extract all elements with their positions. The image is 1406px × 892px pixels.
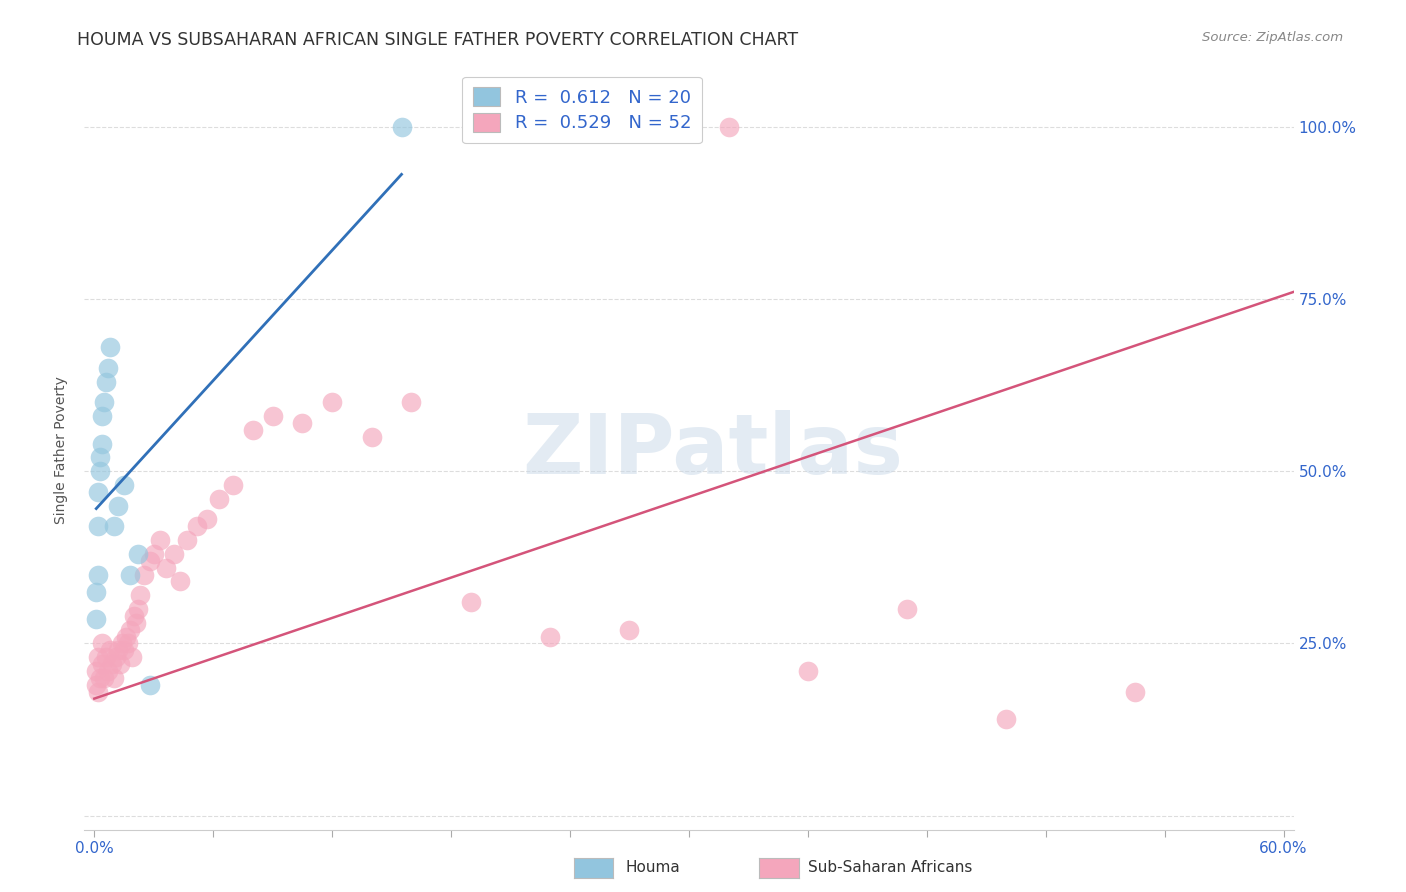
Point	[176, 533, 198, 547]
Point	[98, 643, 121, 657]
Point	[117, 636, 139, 650]
Point	[118, 567, 141, 582]
Point	[797, 664, 820, 678]
Point	[105, 650, 128, 665]
Point	[84, 612, 107, 626]
Point	[128, 588, 150, 602]
Point	[139, 554, 162, 568]
Point	[995, 712, 1018, 726]
Text: HOUMA VS SUBSAHARAN AFRICAN SINGLE FATHER POVERTY CORRELATION CHART: HOUMA VS SUBSAHARAN AFRICAN SINGLE FATHE…	[77, 31, 799, 49]
Point	[111, 636, 134, 650]
Point	[291, 416, 314, 430]
Point	[93, 395, 115, 409]
Point	[460, 595, 482, 609]
Point	[132, 567, 155, 582]
Point	[896, 602, 918, 616]
Point	[107, 643, 129, 657]
Point	[115, 630, 138, 644]
Point	[717, 120, 740, 134]
Point	[103, 671, 125, 685]
Point	[121, 650, 143, 665]
Point	[87, 684, 110, 698]
Point	[538, 630, 561, 644]
Point	[122, 608, 145, 623]
Point	[619, 623, 641, 637]
Point	[208, 491, 231, 506]
Point	[87, 484, 110, 499]
Point	[321, 395, 343, 409]
Point	[89, 464, 111, 478]
Point	[139, 678, 162, 692]
Point	[1123, 684, 1146, 698]
Point	[195, 512, 218, 526]
Point	[262, 409, 284, 423]
Point	[96, 650, 118, 665]
Point	[242, 423, 264, 437]
Point	[91, 657, 114, 672]
Point	[98, 340, 121, 354]
Point	[97, 360, 120, 375]
Point	[87, 650, 110, 665]
Point	[162, 547, 184, 561]
Legend: R =  0.612   N = 20, R =  0.529   N = 52: R = 0.612 N = 20, R = 0.529 N = 52	[463, 77, 702, 144]
Y-axis label: Single Father Poverty: Single Father Poverty	[55, 376, 69, 524]
Point	[84, 584, 107, 599]
Point	[101, 657, 124, 672]
Point	[169, 574, 191, 589]
Point	[118, 623, 141, 637]
Point	[87, 567, 110, 582]
Point	[89, 450, 111, 465]
Point	[142, 547, 165, 561]
Point	[84, 664, 107, 678]
Point	[93, 671, 115, 685]
Point	[391, 120, 413, 134]
Point	[84, 678, 107, 692]
Point	[91, 436, 114, 450]
Point	[103, 519, 125, 533]
Point	[401, 395, 423, 409]
Point	[127, 547, 149, 561]
Point	[127, 602, 149, 616]
Point	[112, 643, 135, 657]
Point	[155, 560, 177, 574]
Point	[96, 375, 118, 389]
Point	[87, 519, 110, 533]
Point	[107, 499, 129, 513]
Text: ZIPatlas: ZIPatlas	[523, 410, 904, 491]
Point	[186, 519, 208, 533]
Point	[149, 533, 172, 547]
Point	[360, 430, 382, 444]
Text: Source: ZipAtlas.com: Source: ZipAtlas.com	[1202, 31, 1343, 45]
Text: Houma: Houma	[626, 860, 681, 874]
Text: Sub-Saharan Africans: Sub-Saharan Africans	[808, 860, 973, 874]
Point	[89, 671, 111, 685]
Point	[112, 478, 135, 492]
Point	[108, 657, 131, 672]
Point	[91, 409, 114, 423]
Point	[91, 636, 114, 650]
Point	[125, 615, 148, 630]
Point	[222, 478, 245, 492]
Point	[97, 664, 120, 678]
